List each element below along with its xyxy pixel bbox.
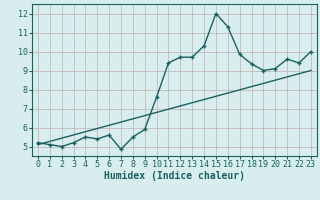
X-axis label: Humidex (Indice chaleur): Humidex (Indice chaleur) [104,171,245,181]
